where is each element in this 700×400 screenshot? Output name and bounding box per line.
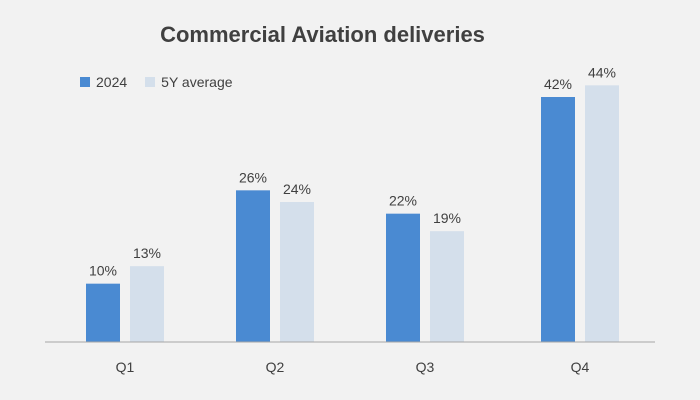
bar-5y-average-q2 [280,202,314,342]
legend-label-5y-average: 5Y average [161,74,233,90]
data-label-5y-average-q1: 13% [133,245,161,261]
data-label-2024-q2: 26% [239,169,267,185]
x-tick-label-q4: Q4 [571,359,590,375]
bar-5y-average-q1 [130,266,164,342]
data-label-2024-q3: 22% [389,193,417,209]
bar-2024-q1 [86,283,120,342]
x-tick-label-q3: Q3 [416,359,435,375]
x-tick-label-q2: Q2 [266,359,285,375]
x-tick-label-q1: Q1 [116,359,135,375]
bar-5y-average-q4 [585,85,619,342]
legend-item-5y-average: 5Y average [145,74,233,90]
bar-5y-average-q3 [430,231,464,342]
bar-2024-q2 [236,190,270,342]
bar-2024-q3 [386,213,420,342]
data-label-2024-q4: 42% [544,76,572,92]
legend-label-2024: 2024 [96,74,128,90]
legend-swatch-2024 [80,77,90,87]
legend-item-2024: 2024 [80,74,127,90]
data-label-5y-average-q4: 44% [588,64,616,80]
legend-swatch-5y-average [145,77,156,87]
data-label-2024-q1: 10% [89,263,117,279]
data-label-5y-average-q2: 24% [283,181,311,197]
data-label-5y-average-q3: 19% [433,210,461,226]
bar-2024-q4 [541,97,575,342]
chart-title: Commercial Aviation deliveries [160,22,485,47]
legend: 2024 5Y average [80,74,251,90]
